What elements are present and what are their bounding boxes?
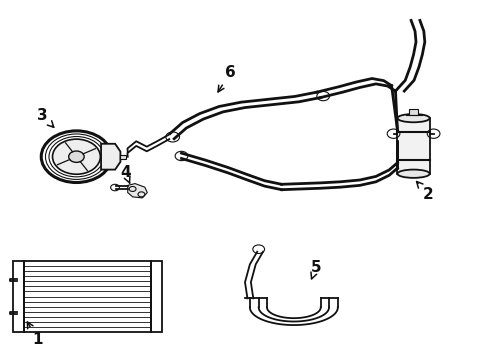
Bar	[121, 155, 125, 159]
Bar	[24, 261, 151, 332]
Text: 3: 3	[37, 108, 54, 127]
Circle shape	[52, 139, 100, 174]
Text: 2: 2	[416, 181, 434, 202]
Bar	[397, 118, 430, 174]
Text: 4: 4	[120, 165, 131, 183]
Bar	[409, 109, 418, 114]
Text: 5: 5	[311, 260, 321, 279]
Ellipse shape	[397, 114, 430, 122]
Bar	[151, 261, 162, 332]
Text: 1: 1	[27, 322, 43, 347]
Polygon shape	[128, 184, 147, 198]
Text: 6: 6	[218, 65, 236, 92]
Polygon shape	[101, 144, 121, 170]
Ellipse shape	[397, 170, 430, 178]
Circle shape	[69, 151, 84, 162]
Bar	[13, 261, 24, 332]
